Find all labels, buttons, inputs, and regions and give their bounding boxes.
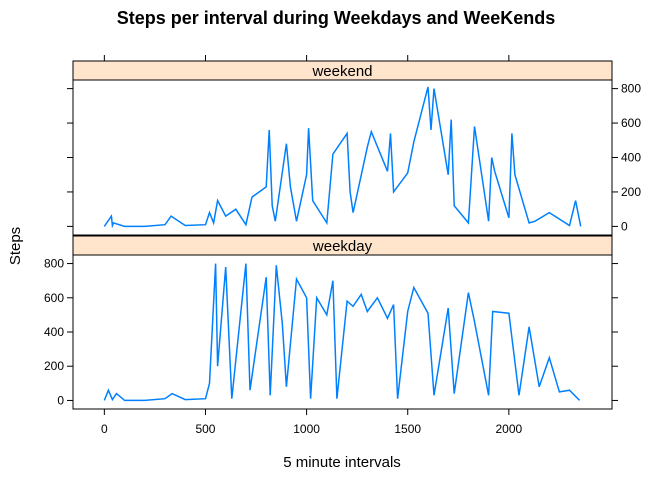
strip-label-weekend: weekend — [311, 63, 372, 80]
x-tick-label-0: 0 — [101, 422, 108, 436]
y-tick-label-weekday-400: 400 — [44, 325, 64, 339]
y-tick-label-weekend-800: 800 — [621, 82, 641, 96]
y-axis-label: Steps — [7, 227, 24, 265]
plot-frame-weekday — [72, 254, 613, 410]
y-tick-label-weekend-400: 400 — [621, 151, 641, 165]
y-tick-label-weekday-600: 600 — [44, 291, 64, 305]
x-tick-label-2000: 2000 — [496, 422, 523, 436]
y-tick-label-weekday-800: 800 — [44, 257, 64, 271]
plot-frame-weekend — [72, 79, 613, 236]
y-tick-label-weekday-0: 0 — [57, 393, 64, 407]
strip-label-weekday: weekday — [312, 238, 373, 255]
series-line-weekday-0 — [103, 263, 581, 402]
panels: weekend 0 200 400 600 800 weekday 0 200 400 600 800… — [44, 55, 641, 436]
y-tick-label-weekend-200: 200 — [621, 185, 641, 199]
chart-title: Steps per interval during Weekdays and W… — [117, 8, 555, 28]
x-axis-label: 5 minute intervals — [283, 454, 401, 471]
series-line-weekend-0 — [103, 86, 582, 229]
panel-weekend: weekend 0 200 400 600 800 — [67, 55, 641, 236]
y-tick-label-weekend-600: 600 — [621, 116, 641, 130]
x-tick-label-1500: 1500 — [394, 422, 421, 436]
y-tick-label-weekend-0: 0 — [621, 219, 628, 233]
x-tick-label-500: 500 — [195, 422, 215, 436]
y-tick-label-weekday-200: 200 — [44, 359, 64, 373]
x-tick-label-1000: 1000 — [293, 422, 320, 436]
panel-weekday: weekday 0 200 400 600 800 0 500 1000 1500 2000 — [44, 235, 618, 436]
